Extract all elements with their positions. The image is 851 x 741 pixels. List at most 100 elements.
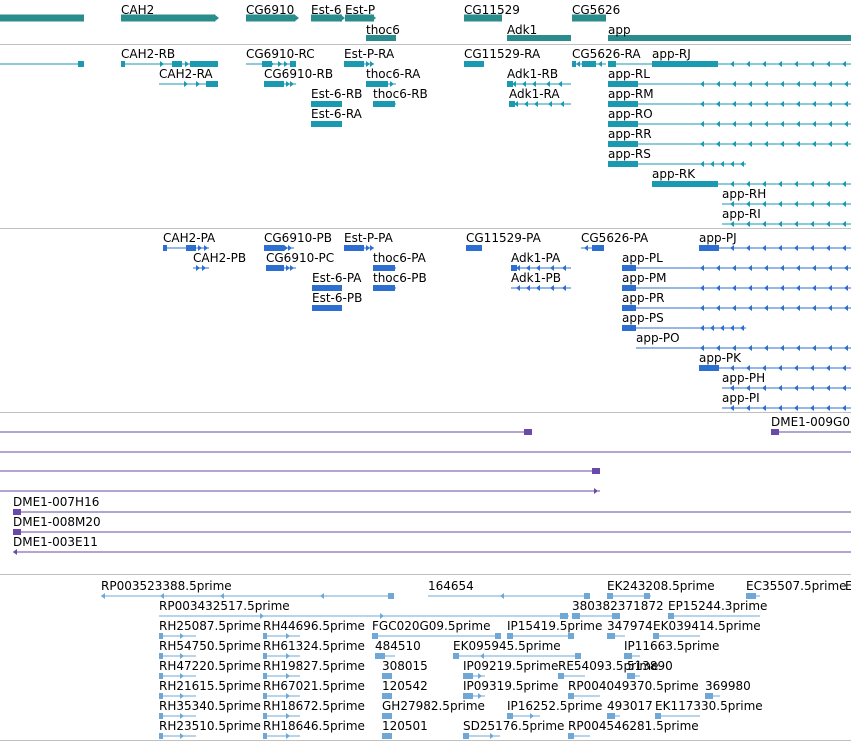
feature-arrow[interactable] xyxy=(180,693,184,699)
feature-arrow[interactable] xyxy=(826,365,830,371)
feature-block[interactable] xyxy=(311,101,342,107)
feature-label[interactable]: CG5626-RA xyxy=(572,47,641,61)
feature-block[interactable] xyxy=(746,593,756,599)
feature-block[interactable] xyxy=(507,633,513,639)
feature-block[interactable] xyxy=(592,245,604,251)
feature-arrow[interactable] xyxy=(204,245,208,251)
feature-arrow[interactable] xyxy=(732,141,736,147)
feature-label[interactable]: RP003523388.5prime xyxy=(101,579,232,593)
feature-arrow[interactable] xyxy=(284,61,288,67)
feature-arrow[interactable] xyxy=(286,81,290,87)
feature-arrow[interactable] xyxy=(794,201,798,207)
feature-label[interactable]: RH54750.5prime xyxy=(159,639,261,653)
feature-label[interactable]: EK039414.5prime xyxy=(653,619,761,633)
feature-arrow[interactable] xyxy=(198,245,202,251)
feature-label[interactable]: app-RJ xyxy=(652,47,691,61)
feature-arrow[interactable] xyxy=(286,713,290,719)
feature-arrow[interactable] xyxy=(778,181,782,187)
feature-label[interactable]: DME1-008M20 xyxy=(13,515,101,529)
feature-arrow[interactable] xyxy=(286,653,290,659)
feature-arrow[interactable] xyxy=(288,245,292,251)
feature-block[interactable] xyxy=(159,633,163,639)
feature-arrow[interactable] xyxy=(290,81,294,87)
feature-arrow[interactable] xyxy=(778,245,782,251)
feature-arrow[interactable] xyxy=(700,305,704,311)
feature-arrow[interactable] xyxy=(196,265,200,271)
feature-arrow[interactable] xyxy=(812,101,816,107)
feature-label[interactable]: FGC020G09.5prime xyxy=(372,619,491,633)
feature-block[interactable] xyxy=(509,101,515,107)
feature-arrow[interactable] xyxy=(512,81,516,87)
feature-label[interactable]: 347974 xyxy=(607,619,653,633)
feature-arrow[interactable] xyxy=(732,81,736,87)
feature-block[interactable] xyxy=(668,613,674,619)
feature-arrow[interactable] xyxy=(762,201,766,207)
feature-label[interactable]: IP09319.5prime xyxy=(463,679,559,693)
feature-arrow[interactable] xyxy=(746,61,750,67)
feature-arrow[interactable] xyxy=(810,385,814,391)
feature-arrow[interactable] xyxy=(700,265,704,271)
feature-arrow[interactable] xyxy=(732,305,736,311)
feature-arrow[interactable] xyxy=(796,141,800,147)
feature-arrow[interactable] xyxy=(780,345,784,351)
feature-label[interactable]: IP16252.5prime xyxy=(507,699,603,713)
feature-block[interactable] xyxy=(495,633,501,639)
feature-label[interactable]: RP004049370.5prime xyxy=(568,679,699,693)
feature-label[interactable]: 369980 xyxy=(705,679,751,693)
feature-arrow[interactable] xyxy=(748,141,752,147)
feature-arrow[interactable] xyxy=(584,245,588,251)
feature-block[interactable] xyxy=(344,245,364,251)
feature-arrow[interactable] xyxy=(794,61,798,67)
feature-label[interactable]: app xyxy=(608,23,631,37)
feature-block[interactable] xyxy=(345,14,374,22)
feature-arrow[interactable] xyxy=(526,265,530,271)
feature-label[interactable]: RH21615.5prime xyxy=(159,679,261,693)
feature-arrow[interactable] xyxy=(730,325,734,331)
feature-arrow[interactable] xyxy=(700,345,704,351)
feature-arrow[interactable] xyxy=(560,101,564,107)
feature-arrow[interactable] xyxy=(160,61,164,67)
feature-block[interactable] xyxy=(622,285,636,291)
feature-block[interactable] xyxy=(372,633,378,639)
feature-arrow[interactable] xyxy=(185,61,189,67)
feature-arrow[interactable] xyxy=(746,245,750,251)
feature-block[interactable] xyxy=(644,593,650,599)
feature-arrow[interactable] xyxy=(764,265,768,271)
feature-label[interactable]: Est-6-RB xyxy=(311,87,363,101)
feature-arrow[interactable] xyxy=(294,14,299,22)
feature-arrow[interactable] xyxy=(764,101,768,107)
feature-arrow[interactable] xyxy=(748,285,752,291)
feature-arrow[interactable] xyxy=(370,61,374,67)
feature-block[interactable] xyxy=(263,633,267,639)
feature-arrow[interactable] xyxy=(812,305,816,311)
feature-label[interactable]: EK117330.5prime xyxy=(655,699,763,713)
feature-block[interactable] xyxy=(607,593,613,599)
feature-arrow[interactable] xyxy=(730,221,734,227)
feature-arrow[interactable] xyxy=(764,345,768,351)
feature-label[interactable]: 120542 xyxy=(382,679,428,693)
feature-arrow[interactable] xyxy=(796,121,800,127)
feature-arrow[interactable] xyxy=(700,121,704,127)
feature-label[interactable]: Est-P xyxy=(345,3,376,17)
feature-arrow[interactable] xyxy=(366,245,370,251)
feature-block[interactable] xyxy=(612,613,620,619)
feature-label[interactable]: DME1-009G0 xyxy=(771,415,850,429)
feature-arrow[interactable] xyxy=(526,285,530,291)
feature-label[interactable]: Est-6 xyxy=(311,3,342,17)
feature-arrow[interactable] xyxy=(810,61,814,67)
feature-block[interactable] xyxy=(78,61,84,67)
feature-arrow[interactable] xyxy=(366,61,370,67)
feature-arrow[interactable] xyxy=(716,265,720,271)
feature-label[interactable]: Adk1-PA xyxy=(511,251,561,265)
feature-block[interactable] xyxy=(159,653,163,659)
feature-block[interactable] xyxy=(466,245,482,251)
feature-label[interactable]: app-PR xyxy=(622,291,665,305)
feature-arrow[interactable] xyxy=(762,221,766,227)
feature-arrow[interactable] xyxy=(548,101,552,107)
feature-label[interactable]: CAH2 xyxy=(121,3,155,17)
feature-block[interactable] xyxy=(121,14,215,22)
feature-label[interactable]: CG6910-PC xyxy=(266,251,335,265)
feature-arrow[interactable] xyxy=(532,81,536,87)
feature-arrow[interactable] xyxy=(730,365,734,371)
